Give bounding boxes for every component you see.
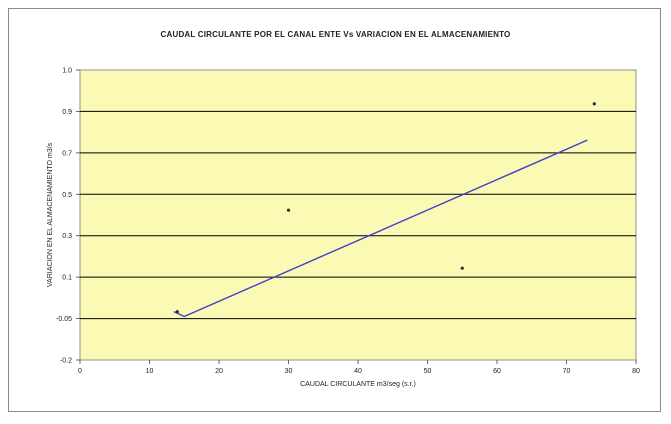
plot-area	[79, 69, 637, 361]
grid-layer	[80, 110, 636, 320]
x-axis-ticks: 0 10 20 30 40 50 60 70 80	[78, 360, 640, 375]
y-axis-ticks: -0.2 -0.05 0.1 0.3 0.5 0.7 0.9 1.0	[56, 68, 80, 365]
x-axis-title: CAUDAL CIRCULANTE m3/seg (s.r.)	[300, 381, 416, 388]
data-point	[592, 102, 596, 106]
trendline	[173, 139, 588, 318]
x-tick-label: 60	[493, 368, 501, 375]
data-point	[175, 310, 179, 314]
y-tick-label: 0.1	[62, 275, 72, 282]
y-tick-label: 0.3	[62, 233, 72, 240]
x-tick-label: 40	[354, 368, 362, 375]
x-tick-label: 20	[215, 368, 223, 375]
x-tick-label: 80	[632, 368, 640, 375]
x-tick-label: 0	[78, 368, 82, 375]
points-layer	[175, 102, 596, 314]
data-point	[460, 266, 464, 270]
chart-title: CAUDAL CIRCULANTE POR EL CANAL ENTE Vs V…	[160, 30, 511, 39]
y-tick-label: 0.7	[62, 150, 72, 157]
x-tick-label: 70	[563, 368, 571, 375]
y-axis-title: VARIACION EN EL ALMACENAMIENTO m3/s	[47, 142, 54, 287]
y-tick-label: 1.0	[62, 68, 72, 75]
y-tick-label: -0.2	[60, 358, 72, 365]
y-tick-label: -0.05	[56, 316, 72, 323]
x-tick-label: 10	[146, 368, 154, 375]
data-point	[286, 208, 291, 212]
trendline-layer	[173, 139, 588, 318]
y-tick-label: 0.9	[62, 109, 72, 116]
y-tick-label: 0.5	[62, 192, 72, 199]
x-tick-label: 30	[285, 368, 293, 375]
x-tick-label: 50	[424, 368, 432, 375]
